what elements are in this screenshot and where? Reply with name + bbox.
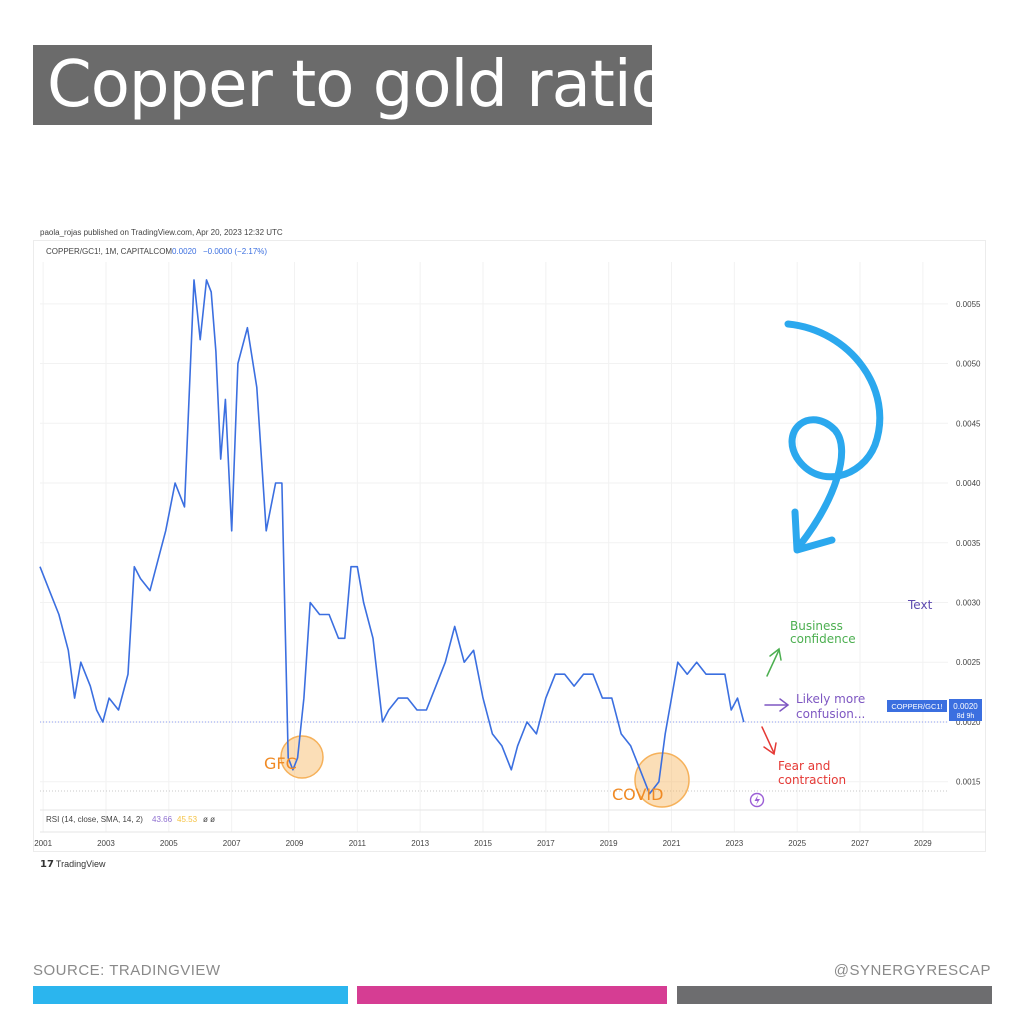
swirl-arrow-icon bbox=[784, 320, 884, 554]
rsi-value2: 45.53 bbox=[177, 815, 198, 824]
x-tick-label: 2017 bbox=[537, 839, 555, 848]
tradingview-logo-icon: 17 bbox=[40, 859, 54, 870]
y-tick-label: 0.0015 bbox=[956, 778, 981, 787]
price-tag-value: 0.0020 bbox=[953, 702, 978, 711]
x-tick-label: 2005 bbox=[160, 839, 178, 848]
x-tick-label: 2015 bbox=[474, 839, 492, 848]
text-label: Text bbox=[907, 598, 933, 612]
x-tick-label: 2007 bbox=[223, 839, 241, 848]
rsi-label: RSI (14, close, SMA, 14, 2) bbox=[46, 815, 143, 824]
x-tick-label: 2011 bbox=[349, 839, 367, 848]
business-arrow-icon bbox=[766, 647, 782, 677]
footer-bar-grey bbox=[677, 986, 992, 1004]
x-tick-label: 2027 bbox=[851, 839, 869, 848]
footer-bar-blue bbox=[33, 986, 348, 1004]
footer-handle: @SYNERGYRESCAP bbox=[833, 962, 991, 979]
gfc-label: GFC bbox=[264, 754, 297, 773]
x-tick-label: 2029 bbox=[914, 839, 932, 848]
footer-source: SOURCE: TRADINGVIEW bbox=[33, 962, 221, 979]
y-tick-label: 0.0050 bbox=[956, 360, 981, 369]
fear-label-2: contraction bbox=[778, 773, 846, 787]
title-banner: Copper to gold ratio bbox=[33, 45, 670, 125]
rsi-zero: ø ø bbox=[203, 815, 215, 824]
x-tick-label: 2009 bbox=[286, 839, 304, 848]
rsi-value: 43.66 bbox=[152, 815, 173, 824]
y-tick-label: 0.0055 bbox=[956, 300, 981, 309]
x-tick-label: 2013 bbox=[411, 839, 429, 848]
x-tick-label: 2021 bbox=[663, 839, 681, 848]
y-axis: 0.0015 0.0020 0.0025 0.0030 0.0035 0.0040 0.00… bbox=[956, 300, 981, 787]
symbol-value: 0.0020 bbox=[172, 247, 197, 256]
symbol-change: −0.0000 (−2.17%) bbox=[203, 247, 267, 256]
likely-label-2: confusion... bbox=[796, 707, 865, 721]
page-title: Copper to gold ratio bbox=[47, 48, 670, 122]
published-note: paola_rojas published on TradingView.com… bbox=[40, 228, 283, 237]
x-tick-label: 2025 bbox=[788, 839, 806, 848]
y-tick-label: 0.0030 bbox=[956, 599, 981, 608]
covid-label: COVID bbox=[612, 785, 663, 804]
price-tag-symbol: COPPER/GC1! bbox=[891, 702, 942, 711]
fear-label-1: Fear and bbox=[778, 759, 830, 773]
price-tag: COPPER/GC1! 0.0020 8d 9h bbox=[887, 699, 982, 721]
price-tag-countdown: 8d 9h bbox=[957, 713, 975, 720]
chart-frame bbox=[33, 240, 986, 852]
x-tick-label: 2019 bbox=[600, 839, 618, 848]
x-tick-label: 2001 bbox=[34, 839, 52, 848]
symbol-label: COPPER/GC1!, 1M, CAPITALCOM bbox=[46, 247, 172, 256]
footer-bar-pink bbox=[357, 986, 667, 1004]
x-tick-label: 2003 bbox=[97, 839, 115, 848]
y-tick-label: 0.0040 bbox=[956, 479, 981, 488]
y-tick-label: 0.0035 bbox=[956, 539, 981, 548]
likely-label-1: Likely more bbox=[796, 692, 865, 706]
business-label-2: confidence bbox=[790, 632, 856, 646]
x-axis: 2001 2003 2005 2007 2009 2011 2013 2015 2017 2019… bbox=[34, 839, 932, 848]
lightning-icon[interactable] bbox=[749, 792, 765, 808]
fear-arrow-icon bbox=[761, 726, 777, 756]
tradingview-logo: 17 TradingView bbox=[40, 859, 106, 870]
x-tick-label: 2023 bbox=[725, 839, 743, 848]
likely-arrow-icon bbox=[764, 698, 790, 712]
y-tick-label: 0.0020 bbox=[956, 718, 981, 727]
y-tick-label: 0.0045 bbox=[956, 419, 981, 428]
y-tick-label: 0.0025 bbox=[956, 658, 981, 667]
business-label-1: Business bbox=[790, 619, 843, 633]
series-line-copper-gold bbox=[39, 279, 745, 795]
